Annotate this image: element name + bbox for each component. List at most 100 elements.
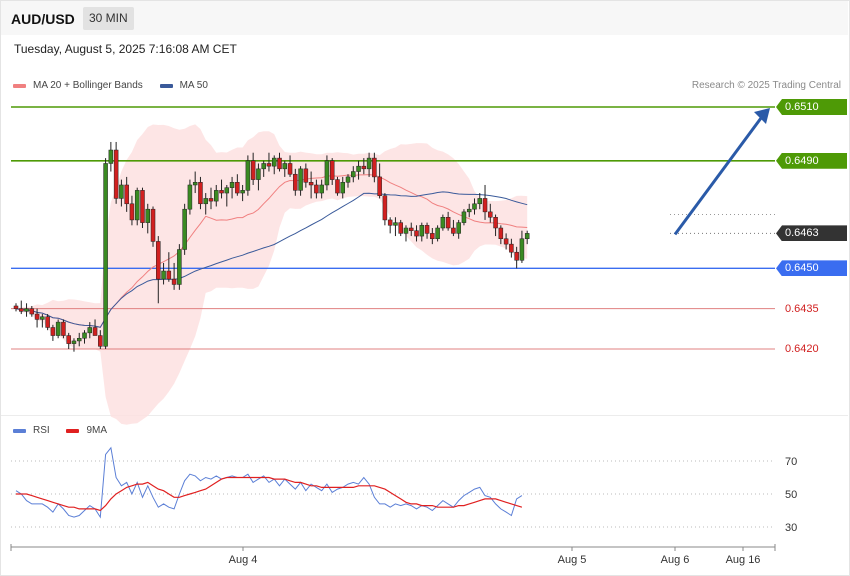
forecast-arrow-shaft [673, 113, 766, 236]
candle [45, 316, 50, 328]
candle [351, 171, 356, 178]
candle [430, 233, 435, 240]
candle [277, 157, 282, 170]
level-tag-0-6510: 0.6510 [776, 99, 847, 115]
candle [314, 184, 319, 194]
candle [451, 227, 456, 234]
candle [493, 216, 498, 229]
timestamp: Tuesday, August 5, 2025 7:16:08 AM CET [14, 42, 237, 56]
candle [398, 222, 403, 234]
candle [61, 321, 66, 336]
candle [192, 182, 198, 186]
candle [82, 332, 87, 339]
candle [503, 238, 509, 245]
level-tag-0-6463: 0.6463 [776, 225, 847, 242]
panel-divider [1, 415, 848, 416]
candle [324, 160, 330, 186]
candle [55, 321, 61, 336]
candle [303, 168, 309, 183]
candle [414, 230, 419, 237]
candle [440, 216, 446, 229]
candle [256, 168, 261, 180]
ma50-line [15, 191, 528, 328]
rsi-tick-label-70: 70 [785, 456, 797, 468]
candle [293, 173, 298, 191]
rsi-ma-legend-label: 9MA [86, 425, 108, 436]
rsi-legend: RSI 9MA [13, 425, 121, 436]
candle [87, 327, 93, 334]
candle [214, 190, 219, 202]
header-bar [1, 1, 848, 35]
ma20-legend-label: MA 20 + Bollinger Bands [33, 80, 143, 91]
rsi-ma-line [16, 476, 523, 512]
candle [524, 233, 530, 240]
candle [340, 182, 345, 194]
candle [103, 163, 108, 347]
candle [229, 182, 235, 188]
candle [419, 225, 425, 237]
rsi-ma-swatch [66, 428, 80, 433]
candle [240, 190, 245, 194]
candle [477, 198, 483, 205]
candle [472, 203, 477, 210]
candle [13, 305, 19, 309]
x-axis-label: Aug 5 [558, 554, 587, 566]
candle [224, 187, 230, 194]
interval-button[interactable]: 30 MIN [83, 7, 134, 30]
candle [108, 149, 114, 164]
symbol-label[interactable]: AUD/USD [11, 11, 75, 27]
candle [113, 149, 119, 199]
candle [219, 190, 224, 194]
candle [171, 278, 177, 285]
candles-group [13, 141, 530, 352]
candle [298, 168, 303, 191]
rsi-tick-label-30: 30 [785, 522, 797, 534]
candle [393, 222, 398, 226]
candle [308, 182, 314, 186]
candle [366, 157, 372, 170]
candle [187, 184, 193, 210]
candle [287, 163, 293, 175]
candle [335, 179, 340, 194]
candle [445, 216, 451, 229]
rsi-line [15, 446, 523, 519]
candle [271, 157, 277, 167]
candle [124, 184, 129, 205]
candle [203, 198, 208, 205]
candle [134, 190, 140, 221]
candle [40, 316, 45, 320]
ma20-swatch [13, 83, 26, 88]
candle [488, 211, 493, 218]
candle [50, 327, 56, 336]
level-tag-0-6490: 0.6490 [776, 152, 847, 169]
candle [345, 176, 351, 183]
x-axis-label: Aug 16 [726, 554, 761, 566]
candle [66, 335, 71, 344]
candle [29, 308, 35, 315]
candle [208, 198, 214, 202]
x-axis-label: Aug 4 [229, 554, 258, 566]
candle [435, 227, 440, 240]
candle [92, 327, 98, 336]
rsi-tick-label-50: 50 [785, 489, 797, 501]
x-axis-label: Aug 6 [661, 554, 690, 566]
candle [161, 270, 166, 280]
candle [34, 313, 40, 320]
candle [514, 251, 519, 261]
candle [119, 184, 124, 199]
candle [24, 308, 29, 312]
candle [456, 222, 461, 234]
copyright-text: Research © 2025 Trading Central [691, 80, 841, 91]
candle [498, 227, 504, 240]
candle [424, 225, 430, 234]
rsi-legend-label: RSI [33, 425, 50, 436]
candle [19, 308, 24, 312]
candle [266, 163, 272, 167]
candle [387, 219, 393, 226]
candle [361, 165, 367, 170]
candle [466, 208, 472, 213]
candle [519, 238, 525, 261]
candle [150, 208, 156, 242]
candle [319, 184, 324, 194]
